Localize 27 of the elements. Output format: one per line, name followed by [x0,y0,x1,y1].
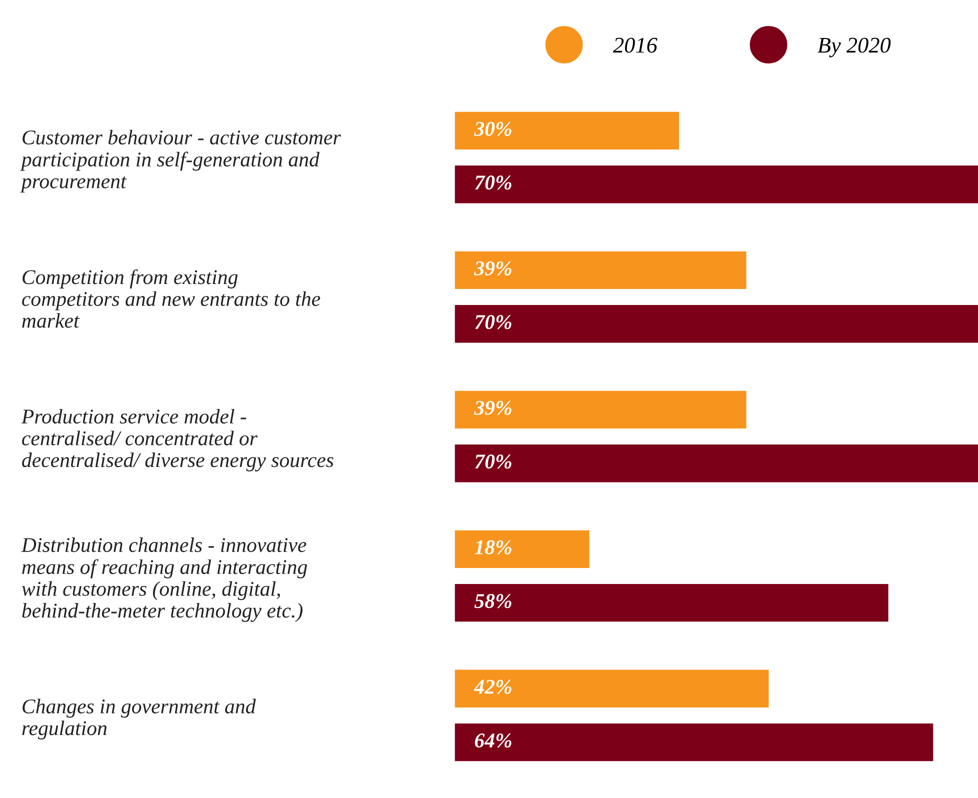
bar [454,724,934,762]
bar [454,112,680,150]
data-label: 18% [474,540,512,554]
legend-label: 2016 [613,38,658,53]
bar [454,530,590,568]
bar [454,166,978,204]
data-label: 39% [474,400,512,415]
bar [454,444,978,482]
data-label: 64% [474,733,512,748]
y-tick-label: Competition from existing competitors and new entrants to the market [22,269,320,328]
data-label: 39% [474,261,512,276]
data-label: 70% [475,176,512,190]
data-label: 42% [474,680,512,694]
bar [454,584,888,622]
data-label: 30% [474,122,512,136]
y-tick-label: Changes in government and regulation [22,698,256,740]
bar [454,305,978,343]
legend-label: By 2020 [818,38,891,58]
bar [454,251,746,289]
data-label: 58% [474,594,512,608]
data-label: 70% [475,454,512,469]
bar [454,670,769,708]
y-tick-label: Distribution channels - innovative means of reaching and interacting with customers (online, digital, behind-the-meter technology etc.) [21,537,308,622]
bar [454,390,746,428]
y-tick-label: Production service model - centralised/ concentrated or decentralised/ diverse energy sources [21,408,334,472]
data-label: 70% [475,315,512,330]
y-tick-label: Customer behaviour - active customer participation in self-generation and procurement [20,130,341,193]
